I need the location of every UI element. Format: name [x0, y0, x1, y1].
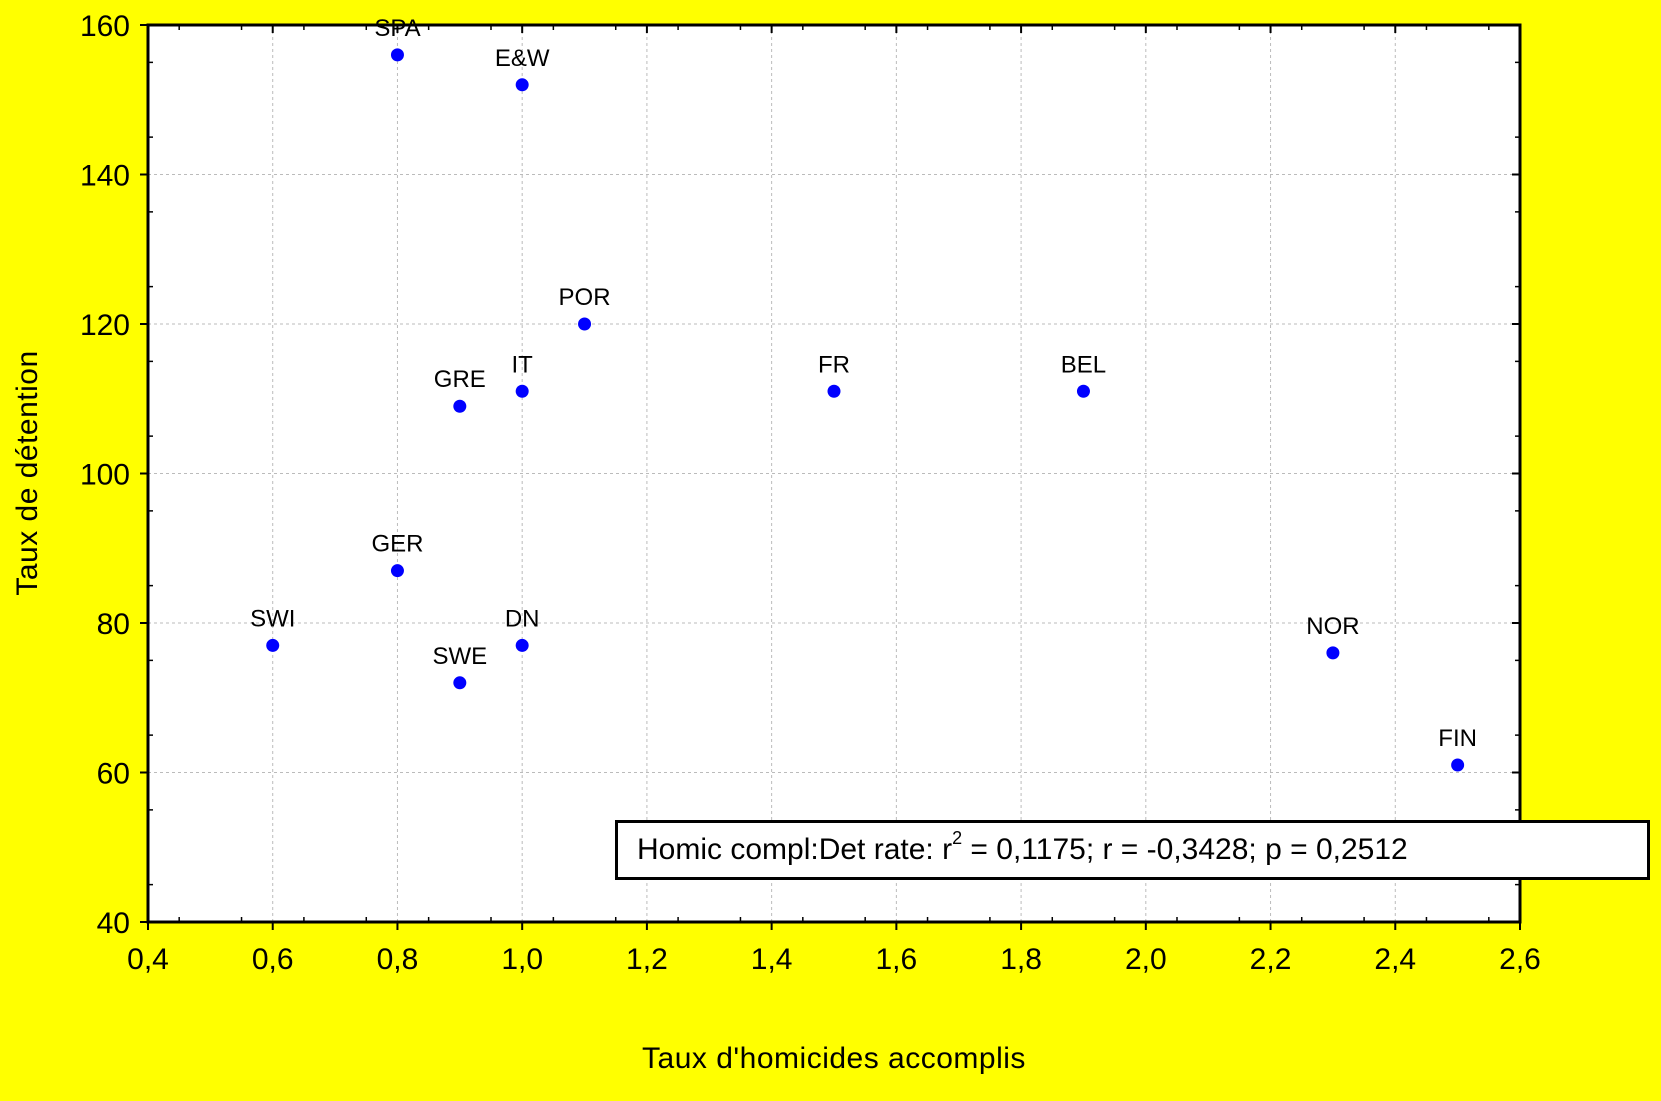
- x-tick-label: 1,6: [876, 943, 918, 976]
- data-point: [390, 564, 404, 578]
- stats-prefix: Homic compl:Det rate: r: [637, 833, 953, 866]
- y-tick-label: 40: [97, 907, 130, 940]
- point-label: BEL: [1061, 351, 1106, 378]
- y-tick-label: 80: [97, 608, 130, 641]
- x-tick-label: 1,4: [751, 943, 793, 976]
- x-tick-label: 1,8: [1000, 943, 1042, 976]
- data-point: [827, 384, 841, 398]
- stats-suffix: = 0,1175; r = -0,3428; p = 0,2512: [962, 833, 1408, 866]
- data-point: [515, 78, 529, 92]
- data-point: [578, 317, 592, 331]
- y-tick-label: 160: [80, 10, 130, 43]
- data-point: [453, 399, 467, 413]
- x-tick-label: 0,8: [377, 943, 419, 976]
- point-labels: SPA E&W POR IT GRE FR BEL GER SWI DN SWE NOR FIN: [250, 15, 1477, 752]
- data-point: [1326, 646, 1340, 660]
- x-tick-label: 2,0: [1125, 943, 1167, 976]
- point-label: GER: [371, 531, 423, 558]
- data-point: [515, 638, 529, 652]
- y-tick-labels: 40 60 80 100 120 140 160: [80, 10, 130, 940]
- x-tick-label: 1,2: [626, 943, 668, 976]
- y-tick-label: 120: [80, 309, 130, 342]
- data-points: [266, 48, 1465, 772]
- point-label: FR: [818, 351, 850, 378]
- grid-lines: [148, 25, 1520, 922]
- y-tick-label: 140: [80, 160, 130, 193]
- data-point: [515, 384, 529, 398]
- y-axis-label: Taux de détention: [11, 350, 44, 596]
- point-label: E&W: [495, 45, 550, 72]
- x-tick-label: 1,0: [501, 943, 543, 976]
- point-label: POR: [559, 284, 611, 311]
- x-tick-label: 2,2: [1250, 943, 1292, 976]
- x-tick-label: 0,4: [127, 943, 169, 976]
- data-point: [266, 638, 280, 652]
- y-tick-label: 60: [97, 758, 130, 791]
- data-point: [453, 676, 467, 690]
- x-tick-labels: 0,4 0,6 0,8 1,0 1,2 1,4 1,6 1,8 2,0 2,2 2,4 2,6: [127, 943, 1541, 976]
- data-point: [1451, 758, 1465, 772]
- x-tick-label: 2,6: [1499, 943, 1541, 976]
- data-point: [390, 48, 404, 62]
- point-label: SWI: [250, 605, 295, 632]
- point-label: IT: [512, 351, 534, 378]
- point-label: NOR: [1306, 613, 1359, 640]
- point-label: SWE: [432, 643, 487, 670]
- point-label: SPA: [374, 15, 420, 42]
- plot-frame: [146, 23, 1522, 924]
- y-tick-label: 100: [80, 459, 130, 492]
- point-label: DN: [505, 605, 540, 632]
- point-label: FIN: [1438, 725, 1477, 752]
- x-axis-label: Taux d'homicides accomplis: [642, 1042, 1026, 1075]
- data-point: [1076, 384, 1090, 398]
- stats-superscript: 2: [952, 828, 963, 848]
- x-tick-label: 0,6: [252, 943, 294, 976]
- x-tick-label: 2,4: [1374, 943, 1416, 976]
- point-label: GRE: [434, 366, 486, 393]
- regression-stats-box: Homic compl:Det rate: r2 = 0,1175; r = -…: [615, 820, 1650, 880]
